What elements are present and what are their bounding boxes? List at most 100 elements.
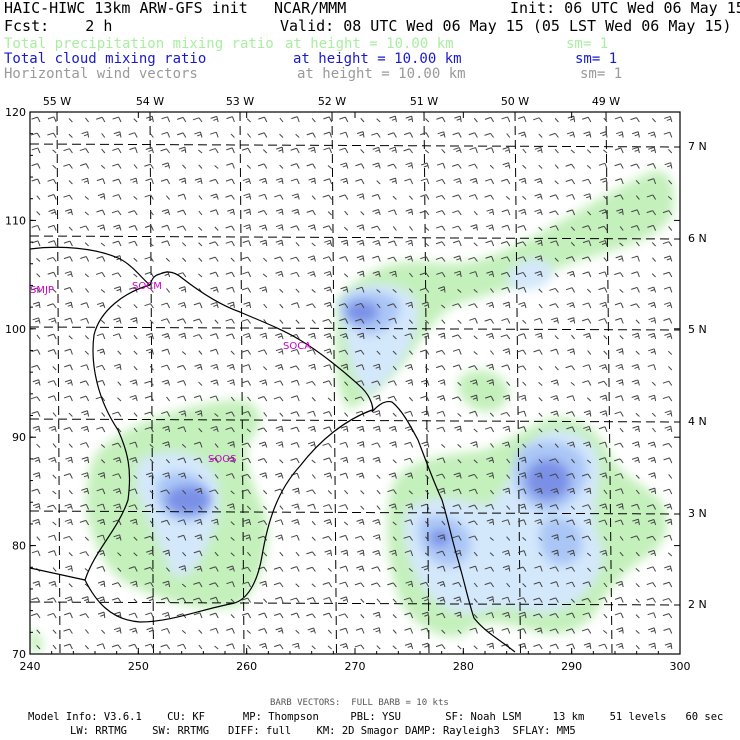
wind-barb-stem (619, 568, 624, 572)
wind-barb-feather (516, 365, 524, 369)
wind-barb-feather (469, 271, 476, 275)
wind-barb-stem (376, 225, 381, 231)
wind-barb-stem (652, 163, 657, 169)
wind-barb-half (601, 242, 607, 245)
wind-barb-stem (491, 147, 495, 154)
wind-barb-half (83, 598, 89, 602)
wind-barb-stem (296, 334, 300, 340)
wind-barb-stem (522, 443, 527, 448)
wind-barb-feather (582, 302, 589, 306)
wind-barb-feather (404, 363, 412, 367)
wind-barb-feather (47, 612, 54, 616)
wind-barb-stem (588, 581, 592, 588)
wind-barb-feather (113, 503, 120, 507)
wind-barb-stem (149, 458, 154, 464)
wind-barb-half (148, 598, 154, 602)
wind-barb-feather (144, 380, 151, 384)
wind-barb-stem (37, 411, 41, 417)
wind-barb-feather (209, 148, 216, 152)
wind-barb-stem (523, 426, 527, 433)
wind-barb-stem (296, 302, 300, 309)
wind-barb-stem (165, 567, 170, 572)
wind-barb-feather (144, 411, 151, 415)
wind-barb-feather (598, 643, 605, 647)
wind-barb-stem (70, 317, 73, 324)
wind-barb-stem (182, 597, 187, 603)
wind-barb-stem (587, 380, 592, 386)
wind-barb-stem (619, 272, 624, 278)
wind-barb-feather (357, 441, 364, 445)
wind-barb-stem (408, 319, 413, 324)
wind-barb-stem (635, 179, 640, 185)
wind-barb-feather (533, 597, 540, 601)
wind-barb-stem (85, 148, 90, 154)
wind-barb-stem (311, 195, 316, 200)
wind-barb-feather (129, 286, 136, 290)
wind-barb-stem (506, 179, 511, 185)
wind-barb-feather (63, 256, 71, 260)
wind-barb-stem (474, 488, 478, 495)
wind-barb-feather (614, 612, 622, 616)
wind-barb-stem (523, 116, 527, 123)
wind-barb-feather (32, 425, 39, 429)
wind-barb-half (343, 552, 348, 555)
wind-barb-stem (555, 643, 559, 650)
wind-barb-half (132, 630, 137, 633)
wind-barb-feather (469, 410, 476, 414)
wind-barb-stem (149, 319, 154, 324)
wind-barb-stem (491, 240, 495, 247)
wind-barb-feather (31, 163, 38, 167)
wind-barb-half (423, 165, 429, 168)
wind-barb-feather (567, 487, 574, 491)
wind-barb-feather (583, 441, 590, 445)
model-info-line1: Model Info: V3.6.1 CU: KF MP: Thompson P… (28, 711, 724, 723)
wind-barb-feather (631, 503, 638, 507)
wind-barb-stem (133, 334, 138, 340)
wind-barb-feather (355, 302, 362, 306)
wind-barb-stem (279, 396, 284, 402)
wind-barb-stem (376, 132, 381, 138)
wind-barb-stem (263, 412, 268, 417)
wind-barb-feather (647, 162, 654, 166)
wind-barb-half (440, 536, 445, 540)
wind-barb-stem (231, 473, 235, 479)
wind-barb-feather (340, 162, 347, 166)
wind-barb-feather (371, 566, 378, 570)
wind-barb-feather (404, 178, 411, 182)
wind-barb-feather (257, 520, 265, 524)
wind-barb-half (407, 505, 413, 509)
wind-barb-half (650, 474, 656, 478)
wind-barb-feather (534, 472, 541, 476)
wind-barb-stem (118, 116, 122, 123)
wind-barb-feather (632, 441, 639, 445)
wind-barb-feather (566, 581, 573, 585)
wind-barb-feather (614, 411, 621, 415)
wind-barb-stem (230, 598, 235, 603)
wind-barb-half (456, 273, 461, 276)
wind-barb-stem (604, 271, 608, 278)
wind-barb-half (99, 598, 105, 602)
wind-barb-stem (198, 428, 203, 433)
wind-barb-stem (458, 504, 462, 510)
wind-barb-feather (485, 612, 492, 616)
wind-barb-feather (371, 225, 378, 229)
wind-barb-stem (165, 505, 170, 510)
wind-barb-stem (491, 612, 495, 619)
wind-barb-feather (388, 240, 395, 244)
wind-barb-stem (539, 318, 543, 324)
wind-barb-feather (356, 131, 364, 135)
wind-barb-stem (264, 194, 268, 200)
wind-barb-stem (102, 333, 106, 340)
wind-barb-feather (47, 333, 54, 337)
wind-barb-feather (290, 178, 298, 182)
wind-barb-feather (306, 551, 313, 555)
wind-barb-half (67, 211, 72, 214)
wind-barb-feather (436, 162, 444, 166)
wind-barb-feather (551, 534, 558, 538)
wind-barb-feather (243, 224, 250, 228)
wind-barb-stem (603, 225, 608, 231)
wind-barb-feather (96, 209, 103, 213)
wind-barb-half (439, 583, 445, 586)
wind-barb-feather (63, 194, 70, 198)
wind-barb-feather (517, 550, 525, 554)
